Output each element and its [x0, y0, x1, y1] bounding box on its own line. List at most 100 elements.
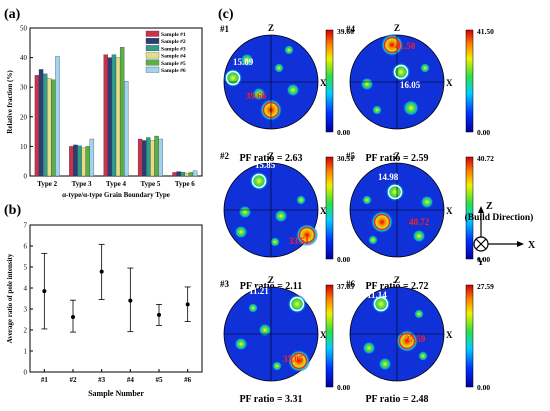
y-tick-label-a: 20 — [20, 113, 28, 121]
panel-b-label: (b) — [4, 203, 21, 218]
pole-figure-5: Z X #5 14.98 40.72 40.72 0.00 PF ratio = 2.72 — [346, 151, 494, 292]
low-intensity-marker — [373, 296, 389, 312]
bar — [47, 78, 52, 177]
coord-axes: Z (Build Direction) X Y — [465, 201, 536, 268]
bar — [158, 138, 163, 177]
colorbar-min-label: 0.00 — [337, 383, 350, 392]
bar-chart-a: 0 10 20 30 40 50 Type 2 Type 3 Type 4 Type 5 Type … — [6, 25, 203, 199]
low-intensity-label: 14.98 — [378, 172, 399, 182]
pole-spot — [234, 225, 248, 239]
x-tick-label-b: #4 — [127, 376, 135, 384]
bar — [124, 81, 129, 177]
pole-spot — [270, 237, 280, 247]
scatter-chart-b: 0 1 2 3 4 5 6 7 #1 #2 #3 #4 #5 #6 Sample Number Average… — [6, 222, 203, 398]
legend-swatch — [145, 38, 160, 44]
pole-spot — [368, 235, 378, 245]
pole-figure-6: Z X #6 11.14 27.59 27.59 0.00 PF ratio = 2.48 — [346, 275, 494, 405]
high-intensity-label: 37.05 — [283, 354, 304, 364]
pole-axis-x-label: X — [446, 330, 453, 340]
bar — [89, 138, 95, 177]
high-intensity-label: 41.50 — [395, 41, 416, 51]
bar — [55, 55, 60, 177]
bar — [150, 140, 155, 177]
data-point — [128, 298, 133, 303]
coord-x-label: X — [528, 240, 536, 251]
panel-c-label: (c) — [218, 7, 234, 22]
legend-label: Sample #4 — [161, 54, 186, 60]
x-tick-label-a: Type 6 — [175, 180, 195, 188]
bar — [42, 73, 48, 177]
pole-spot — [240, 53, 254, 67]
x-axis-label-b: Sample Number — [88, 389, 144, 398]
pole-spot — [362, 195, 372, 205]
pole-spot — [378, 357, 392, 371]
pole-spot — [420, 195, 434, 209]
pole-figure-4: Z X #4 16.05 41.50 41.50 0.00 PF ratio = 2.59 — [346, 23, 494, 164]
bar — [103, 54, 108, 177]
data-point — [99, 269, 104, 274]
bar — [115, 57, 121, 177]
bar — [119, 47, 125, 177]
bar — [188, 172, 194, 177]
pole-figure-2: Z X #2 15.85 33.51 30.51 0.00 PF ratio = 2.11 — [220, 151, 354, 292]
bar — [77, 145, 82, 177]
high-intensity-label: 39.66 — [246, 91, 267, 101]
pole-axis-x-label: X — [320, 206, 327, 216]
high-intensity-marker — [298, 226, 316, 244]
pf-ratio-text: PF ratio = 2.72 — [365, 281, 428, 292]
pf-ratio-text: PF ratio = 2.48 — [365, 394, 428, 405]
data-point — [157, 312, 161, 317]
low-intensity-label: 11.21 — [249, 286, 269, 296]
bar — [85, 146, 90, 177]
colorbar — [465, 284, 474, 388]
pole-axis-z-label: Z — [394, 275, 400, 285]
y-tick-label-b: 5 — [24, 264, 28, 272]
bar — [111, 54, 117, 177]
high-intensity-marker — [398, 332, 416, 350]
pf-ratio-text: PF ratio = 2.63 — [239, 153, 302, 164]
bar — [73, 144, 78, 177]
pole-spot — [258, 323, 272, 337]
low-intensity-marker — [289, 296, 305, 312]
y-tick-label-b: 4 — [24, 285, 28, 293]
low-intensity-label: 15.85 — [255, 160, 276, 170]
pole-spot — [284, 45, 294, 55]
colorbar-max-label: 41.50 — [477, 27, 494, 36]
bar — [146, 137, 151, 177]
bar — [154, 135, 159, 177]
x-tick-label-a: Type 5 — [140, 180, 160, 188]
x-tick-label-b: #1 — [41, 376, 49, 384]
bar — [137, 138, 143, 177]
pole-axis-x-label: X — [446, 206, 453, 216]
low-intensity-label: 15.09 — [233, 57, 254, 67]
y-tick-label-b: 7 — [24, 222, 28, 230]
pole-axis-z-label: Z — [394, 151, 400, 161]
x-tick-label-b: #5 — [156, 376, 164, 384]
pole-axis-z-label: Z — [268, 23, 274, 33]
coord-build-direction-label: (Build Direction) — [465, 212, 534, 223]
y-tick-label-a: 0 — [24, 173, 28, 181]
pole-spot — [286, 83, 300, 97]
colorbar — [325, 29, 334, 133]
y-tick-label-a: 50 — [20, 25, 28, 33]
pole-figure-3: Z X #3 11.21 37.05 37.05 0.00 PF ratio = 3.31 — [220, 275, 354, 405]
pole-figure-id: #4 — [346, 24, 356, 34]
x-tick-label-b: #6 — [184, 376, 192, 384]
x-tick-label-a: Type 3 — [72, 180, 92, 188]
x-tick-label-b: #3 — [98, 376, 106, 384]
bar — [34, 75, 40, 177]
colorbar-max-label: 40.72 — [477, 154, 494, 163]
pole-axis-z-label: Z — [394, 23, 400, 33]
coord-z-label: Z — [486, 201, 493, 212]
colorbar-min-label: 0.00 — [477, 128, 490, 137]
pole-figure-id: #3 — [220, 279, 230, 289]
y-tick-label-a: 30 — [20, 84, 28, 92]
bar — [51, 79, 56, 177]
colorbar — [325, 156, 334, 260]
pole-figure-id: #5 — [346, 151, 356, 161]
data-point — [42, 289, 47, 294]
legend-swatch — [145, 59, 160, 66]
pole-spot — [414, 309, 424, 319]
y-tick-label-b: 2 — [24, 327, 28, 335]
y-tick-label-b: 3 — [24, 306, 28, 314]
